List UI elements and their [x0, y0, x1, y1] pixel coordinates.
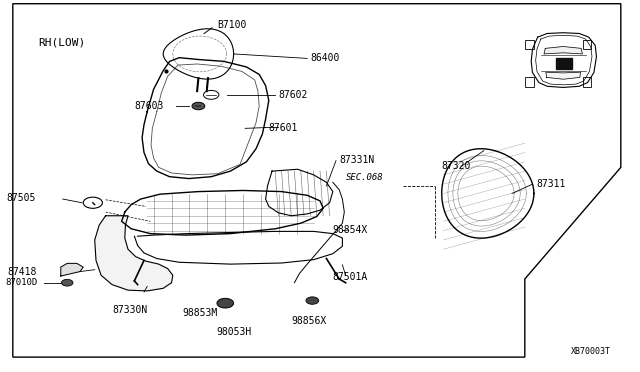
Text: 87320: 87320 — [442, 161, 471, 171]
Text: 87601: 87601 — [269, 123, 298, 132]
Text: 98853M: 98853M — [182, 308, 218, 318]
Bar — [583, 40, 591, 49]
Polygon shape — [61, 263, 83, 276]
Circle shape — [192, 102, 205, 110]
Text: 87311: 87311 — [536, 179, 566, 189]
Polygon shape — [546, 72, 580, 79]
Circle shape — [306, 297, 319, 304]
Text: 87603: 87603 — [134, 101, 164, 111]
Text: 87418: 87418 — [8, 267, 37, 277]
Text: 87505: 87505 — [6, 193, 36, 203]
Text: B7100: B7100 — [218, 20, 247, 30]
Text: 98053H: 98053H — [216, 327, 252, 337]
Text: 87331N: 87331N — [339, 155, 374, 165]
Text: 87501A: 87501A — [333, 272, 368, 282]
Bar — [525, 77, 534, 87]
Bar — [525, 40, 534, 49]
Text: 98856X: 98856X — [291, 316, 326, 326]
Bar — [583, 77, 591, 87]
Text: RH(LOW): RH(LOW) — [38, 38, 86, 48]
Text: 87330N: 87330N — [112, 305, 147, 314]
Text: 98854X: 98854X — [333, 225, 368, 235]
Circle shape — [61, 279, 73, 286]
Polygon shape — [544, 46, 582, 54]
Text: 86400: 86400 — [310, 54, 340, 63]
Text: SEC.068: SEC.068 — [346, 173, 383, 182]
Text: 87010D: 87010D — [5, 278, 37, 287]
Text: XB70003T: XB70003T — [571, 347, 611, 356]
Bar — [556, 58, 572, 69]
Polygon shape — [95, 216, 173, 291]
Text: 87602: 87602 — [278, 90, 308, 100]
Circle shape — [217, 298, 234, 308]
